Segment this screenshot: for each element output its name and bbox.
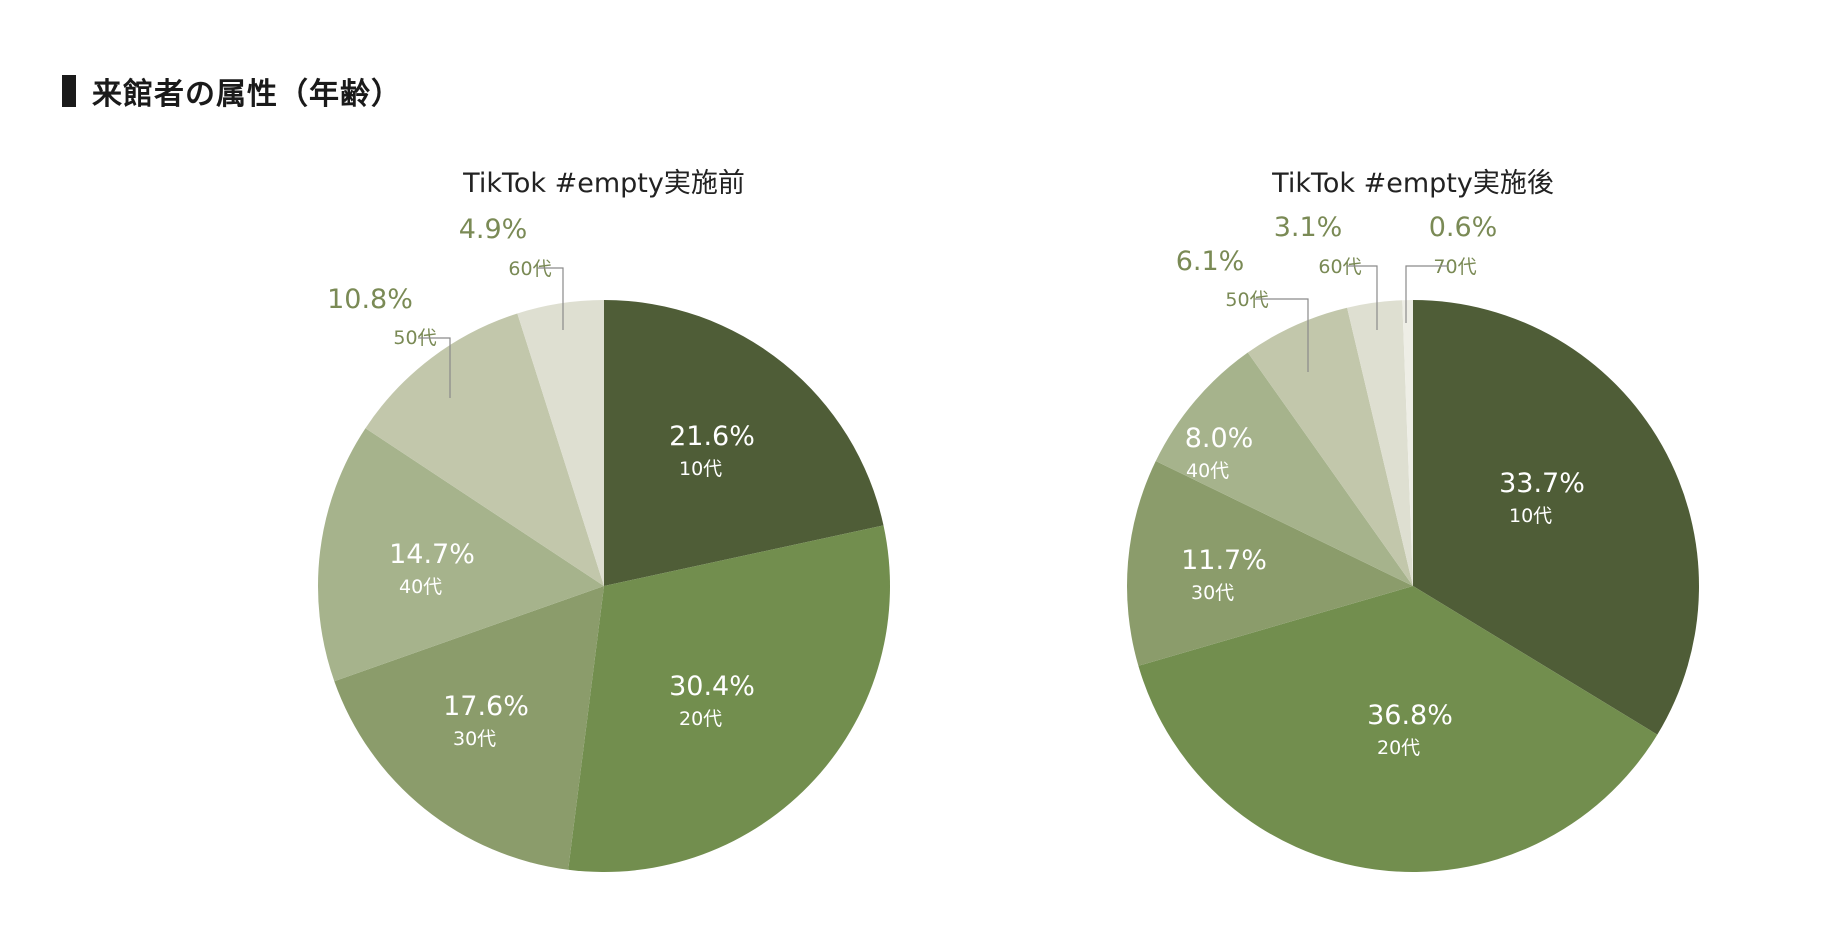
- pie-slice-30代: [334, 586, 604, 870]
- pie-slice-30代: [1127, 460, 1413, 666]
- pie-slice-60代: [517, 300, 604, 586]
- slice-value-label: 36.8%: [1367, 700, 1453, 731]
- pie-chart-1: TikTok #empty実施前 21.6% 10代 30.4% 20代 17.6% 30代…: [317, 168, 890, 872]
- leader-line: [1347, 265, 1378, 330]
- leader-line: [418, 337, 451, 398]
- slice-value-label: 4.9%: [459, 214, 528, 245]
- slice-category-label: 20代: [679, 708, 722, 730]
- slice-category-label: 10代: [1509, 505, 1552, 527]
- slice-value-label: 33.7%: [1499, 468, 1585, 499]
- slice-value-label: 0.6%: [1429, 212, 1498, 243]
- pie-slice-10代: [604, 300, 884, 586]
- slice-category-label: 30代: [453, 728, 496, 750]
- slice-category-label: 40代: [399, 576, 442, 598]
- slice-category-label: 10代: [679, 458, 722, 480]
- leader-line: [1405, 265, 1448, 323]
- pie-slice-50代: [1247, 307, 1413, 586]
- pie-slice-20代: [568, 525, 890, 872]
- slice-category-label: 70代: [1433, 256, 1476, 278]
- slice-category-label: 30代: [1191, 582, 1234, 604]
- slice-category-label: 60代: [508, 258, 551, 280]
- heading-text: 来館者の属性（年齢）: [92, 77, 402, 112]
- pie-slice-50代: [365, 313, 604, 586]
- section-heading: 来館者の属性（年齢）: [62, 70, 402, 112]
- slice-category-label: 60代: [1318, 256, 1361, 278]
- pie-slice-20代: [1138, 586, 1658, 872]
- slice-category-label: 50代: [393, 327, 436, 349]
- slice-value-label: 6.1%: [1176, 246, 1245, 277]
- slice-value-label: 11.7%: [1181, 545, 1267, 576]
- pie-slice-60代: [1347, 300, 1413, 586]
- leader-line: [537, 267, 564, 330]
- chart-title: TikTok #empty実施後: [1271, 168, 1554, 199]
- slice-category-label: 20代: [1377, 737, 1420, 759]
- slice-category-label: 40代: [1186, 460, 1229, 482]
- slice-value-label: 10.8%: [327, 284, 413, 315]
- heading-marker: [62, 75, 76, 107]
- slice-value-label: 30.4%: [669, 671, 755, 702]
- slice-value-label: 17.6%: [443, 691, 529, 722]
- pie-slice-10代: [1413, 300, 1699, 735]
- slice-value-label: 3.1%: [1274, 212, 1343, 243]
- pie-slice-70代: [1402, 299, 1413, 586]
- leader-line: [1255, 298, 1309, 372]
- slice-value-label: 8.0%: [1185, 423, 1254, 454]
- pie-slice-40代: [1155, 352, 1413, 586]
- slice-value-label: 21.6%: [669, 421, 755, 452]
- pie-chart-2: TikTok #empty実施後 33.7% 10代 36.8% 20代 11.7% 30代…: [1127, 168, 1699, 872]
- slice-value-label: 14.7%: [389, 539, 475, 570]
- pie-slice-40代: [317, 428, 604, 682]
- chart-title: TikTok #empty実施前: [462, 168, 745, 199]
- slice-category-label: 50代: [1225, 289, 1268, 311]
